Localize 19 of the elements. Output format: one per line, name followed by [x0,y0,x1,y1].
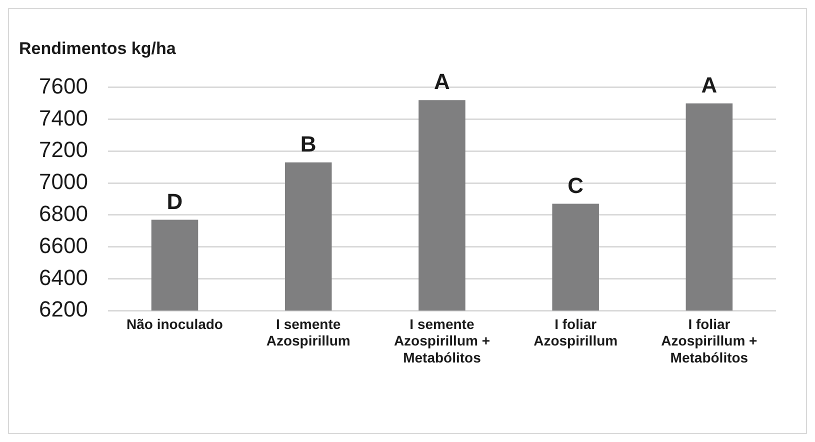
y-tick-label: 6800 [38,201,88,226]
x-tick-label: Não inoculado [126,316,223,332]
data-label: B [300,131,316,156]
data-label: A [701,72,718,98]
x-tick-label: I foliar Azospirillum [534,316,618,349]
y-tick-label: 6600 [38,232,88,258]
y-tick-label: 7400 [38,105,88,130]
y-tick-label: 6200 [38,296,88,322]
x-tick-label: I semente Azospirillum + Metabólitos [394,316,490,366]
data-label: D [166,188,183,214]
y-tick-label: 7200 [38,137,88,162]
chart-title: Rendimentos kg/ha [19,38,176,58]
data-label: A [434,69,450,94]
y-tick-label: 7000 [38,169,88,194]
x-tick-label: I foliar Azospirillum + Metabólitos [661,316,758,366]
x-tick-label: I semente Azospirillum [266,316,350,349]
data-label: C [568,172,584,198]
y-tick-label: 6400 [38,264,88,290]
y-tick-label: 7600 [38,73,88,98]
